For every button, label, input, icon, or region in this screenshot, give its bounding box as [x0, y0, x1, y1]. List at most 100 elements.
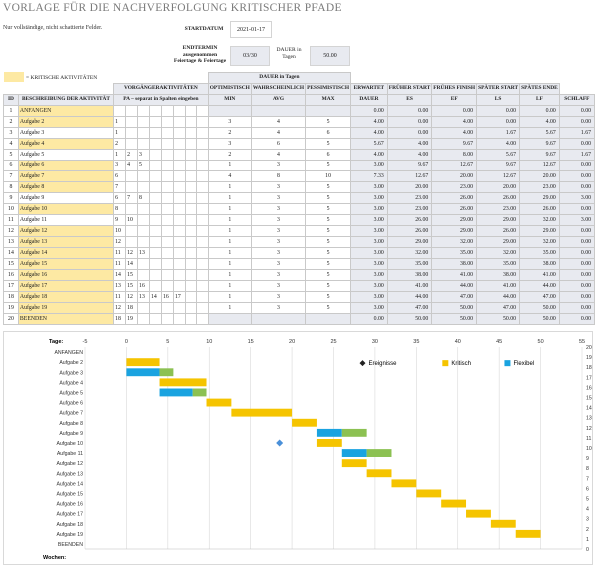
- predecessor-cell[interactable]: [161, 312, 174, 325]
- predecessor-cell[interactable]: [173, 104, 186, 117]
- predecessor-cell[interactable]: [137, 203, 151, 216]
- predecessor-cell[interactable]: [195, 104, 209, 117]
- max-cell[interactable]: 5: [305, 225, 352, 238]
- predecessor-cell[interactable]: 13: [137, 290, 151, 303]
- predecessor-cell[interactable]: [149, 257, 163, 270]
- task-description[interactable]: Aufgabe 11: [17, 214, 115, 227]
- predecessor-cell[interactable]: [173, 214, 186, 227]
- min-cell[interactable]: 1: [207, 181, 252, 194]
- predecessor-cell[interactable]: [185, 181, 197, 194]
- predecessor-cell[interactable]: [137, 137, 151, 150]
- predecessor-cell[interactable]: [149, 247, 163, 259]
- predecessor-cell[interactable]: [173, 257, 186, 270]
- predecessor-cell[interactable]: [137, 214, 151, 227]
- avg-cell[interactable]: 6: [250, 137, 307, 150]
- max-cell[interactable]: 6: [305, 126, 352, 139]
- predecessor-cell[interactable]: 13: [113, 279, 127, 292]
- min-cell[interactable]: 4: [207, 170, 252, 183]
- predecessor-cell[interactable]: [161, 159, 174, 172]
- max-cell[interactable]: 5: [305, 268, 352, 281]
- predecessor-cell[interactable]: [173, 115, 186, 128]
- predecessor-cell[interactable]: 13: [137, 247, 151, 259]
- predecessor-cell[interactable]: [161, 225, 174, 238]
- predecessor-cell[interactable]: [161, 137, 174, 150]
- task-description[interactable]: ANFANGEN: [17, 104, 115, 117]
- predecessor-cell[interactable]: [195, 170, 209, 183]
- predecessor-cell[interactable]: [161, 203, 174, 216]
- avg-cell[interactable]: 4: [250, 126, 307, 139]
- predecessor-cell[interactable]: [185, 268, 197, 281]
- predecessor-cell[interactable]: [195, 301, 209, 314]
- predecessor-cell[interactable]: [137, 312, 151, 325]
- predecessor-cell[interactable]: [185, 279, 197, 292]
- predecessor-cell[interactable]: [185, 148, 197, 161]
- predecessor-cell[interactable]: [185, 192, 197, 205]
- task-description[interactable]: Aufgabe 19: [17, 301, 115, 314]
- predecessor-cell[interactable]: [173, 268, 186, 281]
- avg-cell[interactable]: 3: [250, 290, 307, 303]
- max-cell[interactable]: 5: [305, 214, 352, 227]
- predecessor-cell[interactable]: [195, 126, 209, 139]
- task-description[interactable]: Aufgabe 18: [17, 290, 115, 303]
- avg-cell[interactable]: 3: [250, 225, 307, 238]
- avg-cell[interactable]: 3: [250, 181, 307, 194]
- avg-cell[interactable]: 3: [250, 279, 307, 292]
- predecessor-cell[interactable]: [195, 268, 209, 281]
- predecessor-cell[interactable]: 8: [137, 192, 151, 205]
- min-cell[interactable]: 2: [207, 126, 252, 139]
- predecessor-cell[interactable]: [137, 104, 151, 117]
- max-cell[interactable]: 5: [305, 115, 352, 128]
- predecessor-cell[interactable]: 6: [113, 170, 127, 183]
- max-cell[interactable]: 5: [305, 257, 352, 270]
- predecessor-cell[interactable]: [161, 181, 174, 194]
- predecessor-cell[interactable]: [173, 170, 186, 183]
- predecessor-cell[interactable]: 5: [137, 159, 151, 172]
- predecessor-cell[interactable]: [195, 290, 209, 303]
- predecessor-cell[interactable]: [185, 225, 197, 238]
- min-cell[interactable]: 1: [207, 279, 252, 292]
- predecessor-cell[interactable]: 11: [113, 290, 127, 303]
- predecessor-cell[interactable]: 7: [125, 192, 139, 205]
- task-description[interactable]: Aufgabe 2: [17, 115, 115, 128]
- min-cell[interactable]: 2: [207, 148, 252, 161]
- min-cell[interactable]: 1: [207, 203, 252, 216]
- predecessor-cell[interactable]: [195, 203, 209, 216]
- min-cell[interactable]: 1: [207, 268, 252, 281]
- predecessor-cell[interactable]: 18: [125, 301, 139, 314]
- predecessor-cell[interactable]: 1: [113, 115, 127, 128]
- min-cell[interactable]: 1: [207, 192, 252, 205]
- predecessor-cell[interactable]: [149, 279, 163, 292]
- predecessor-cell[interactable]: [161, 192, 174, 205]
- predecessor-cell[interactable]: [137, 115, 151, 128]
- predecessor-cell[interactable]: 3: [113, 159, 127, 172]
- predecessor-cell[interactable]: [185, 214, 197, 227]
- predecessor-cell[interactable]: [173, 148, 186, 161]
- predecessor-cell[interactable]: [125, 115, 139, 128]
- task-description[interactable]: Aufgabe 4: [17, 137, 115, 150]
- task-description[interactable]: BEENDEN: [17, 312, 115, 325]
- min-cell[interactable]: 1: [207, 225, 252, 238]
- task-description[interactable]: Aufgabe 10: [17, 203, 115, 216]
- start-date-field[interactable]: 2021-01-17: [230, 21, 272, 38]
- predecessor-cell[interactable]: [195, 159, 209, 172]
- max-cell[interactable]: 5: [305, 301, 352, 314]
- min-cell[interactable]: 1: [207, 257, 252, 270]
- max-cell[interactable]: 5: [305, 137, 352, 150]
- predecessor-cell[interactable]: [161, 268, 174, 281]
- predecessor-cell[interactable]: [185, 104, 197, 117]
- predecessor-cell[interactable]: 12: [113, 236, 127, 248]
- predecessor-cell[interactable]: [149, 170, 163, 183]
- predecessor-cell[interactable]: 9: [113, 214, 127, 227]
- task-description[interactable]: Aufgabe 15: [17, 257, 115, 270]
- min-cell[interactable]: 1: [207, 247, 252, 259]
- predecessor-cell[interactable]: [173, 192, 186, 205]
- predecessor-cell[interactable]: [137, 268, 151, 281]
- predecessor-cell[interactable]: [137, 257, 151, 270]
- predecessor-cell[interactable]: [149, 214, 163, 227]
- avg-cell[interactable]: 3: [250, 268, 307, 281]
- predecessor-cell[interactable]: [173, 181, 186, 194]
- predecessor-cell[interactable]: 1: [113, 126, 127, 139]
- predecessor-cell[interactable]: [125, 203, 139, 216]
- min-cell[interactable]: 1: [207, 236, 252, 248]
- predecessor-cell[interactable]: [125, 181, 139, 194]
